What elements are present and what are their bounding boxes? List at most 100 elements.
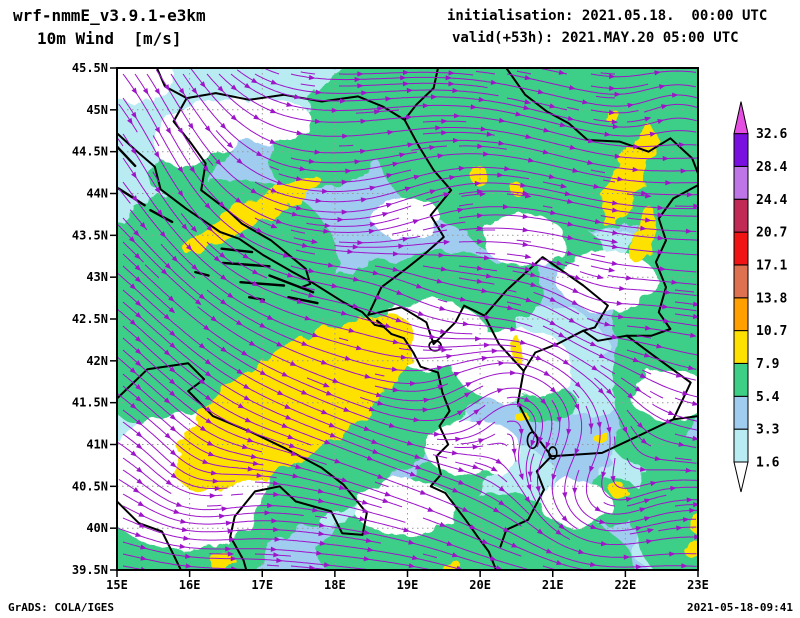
flow-arrowhead <box>635 525 643 532</box>
streamline <box>458 190 697 217</box>
flow-arrowhead <box>632 357 640 363</box>
flow-arrowhead <box>131 171 137 179</box>
flow-arrowhead <box>199 425 207 432</box>
flow-arrowhead <box>483 342 491 348</box>
lon-tick-label: 21E <box>542 578 564 592</box>
flow-arrowhead <box>610 475 616 483</box>
flow-arrowhead <box>481 355 489 362</box>
flow-arrowhead <box>587 159 594 165</box>
flow-arrowhead <box>154 88 161 96</box>
flow-arrowhead <box>129 367 137 374</box>
border-line <box>625 334 692 421</box>
flow-arrowhead <box>363 425 371 431</box>
flow-arrowhead <box>616 300 624 306</box>
flow-arrowhead <box>530 282 538 288</box>
streamline <box>339 82 488 88</box>
streamline <box>460 433 496 445</box>
flow-arrowhead <box>569 144 577 150</box>
flow-arrowhead <box>662 155 670 162</box>
flow-arrowhead <box>657 205 664 211</box>
flow-arrowhead <box>318 498 325 504</box>
flow-arrowhead <box>525 133 533 140</box>
lat-tick-label: 44N <box>86 187 108 201</box>
flow-arrowhead <box>530 439 536 447</box>
flow-arrowhead <box>384 323 392 329</box>
flow-arrowhead <box>377 106 384 112</box>
flow-arrowhead <box>687 365 695 371</box>
flow-arrowhead <box>524 99 532 105</box>
flow-arrowhead <box>477 189 484 195</box>
flow-arrowhead <box>612 244 619 250</box>
flow-arrowhead <box>477 213 484 219</box>
flow-arrowhead <box>273 552 280 558</box>
streamline <box>206 289 529 372</box>
flow-arrowhead <box>412 219 420 225</box>
flow-arrowhead <box>321 188 329 194</box>
flow-arrowhead <box>530 272 537 278</box>
flow-arrowhead <box>131 111 137 119</box>
flow-arrowhead <box>212 478 220 484</box>
flow-arrowhead <box>256 150 263 157</box>
streamline <box>461 193 484 197</box>
island-outline <box>287 296 319 305</box>
streamline <box>649 390 664 399</box>
flow-arrowhead <box>214 485 222 492</box>
flow-arrowhead <box>525 297 533 303</box>
flow-arrowhead <box>693 502 698 508</box>
flow-arrowhead <box>245 427 253 433</box>
flow-arrowhead <box>205 406 212 413</box>
flow-arrowhead <box>135 532 142 537</box>
flow-arrowhead <box>290 450 298 456</box>
streamline <box>206 241 234 264</box>
flow-arrowhead <box>392 387 400 393</box>
flow-arrowhead <box>202 165 209 173</box>
shade-blob-yellow <box>609 483 628 498</box>
flow-arrowhead <box>520 182 527 188</box>
flow-arrowhead <box>323 382 330 388</box>
flow-arrowhead <box>612 123 620 130</box>
flow-arrowhead <box>220 122 227 130</box>
flow-arrowhead <box>237 403 245 409</box>
flow-arrowhead <box>459 296 467 302</box>
flow-arrowhead <box>455 436 462 442</box>
streamline <box>437 298 448 303</box>
flow-arrowhead <box>409 471 417 477</box>
flow-arrowhead <box>587 138 595 144</box>
shade-blob-white <box>452 329 573 401</box>
flow-arrowhead <box>604 131 612 137</box>
flow-arrowhead <box>221 506 229 512</box>
flow-arrowhead <box>498 486 506 492</box>
flow-arrowhead <box>189 166 196 174</box>
lat-tick-label: 45.5N <box>72 61 108 75</box>
streamline <box>506 193 529 197</box>
flow-arrowhead <box>377 400 384 406</box>
flow-arrowhead <box>417 310 425 316</box>
flow-arrowhead <box>555 529 563 536</box>
flow-arrowhead <box>504 166 511 172</box>
lat-tick-label: 39.5N <box>72 563 108 577</box>
flow-arrowhead <box>601 471 607 479</box>
flow-arrowhead <box>202 458 210 464</box>
colorbar-tick-label: 20.7 <box>756 226 787 241</box>
flow-arrowhead <box>225 520 233 526</box>
flow-arrowhead <box>361 90 368 96</box>
flow-arrowhead <box>270 79 278 85</box>
flow-arrowhead <box>462 321 470 327</box>
flow-arrowhead <box>247 437 255 443</box>
flow-arrowhead <box>284 403 292 409</box>
streamline <box>636 335 652 339</box>
flow-arrowhead <box>611 260 619 266</box>
flow-arrowhead <box>437 153 445 159</box>
flow-arrowhead <box>367 546 374 553</box>
shade-blob-yellow <box>470 168 491 185</box>
flow-arrowhead <box>556 560 563 566</box>
flow-arrowhead <box>481 288 489 294</box>
flow-arrowhead <box>600 541 608 547</box>
flow-arrowhead <box>169 449 177 456</box>
flow-arrowhead <box>134 276 142 283</box>
flow-arrowhead <box>270 223 278 229</box>
streamline <box>399 347 412 351</box>
flow-arrowhead <box>286 101 293 107</box>
flow-arrowhead <box>259 297 267 304</box>
flow-arrowhead <box>545 441 551 449</box>
